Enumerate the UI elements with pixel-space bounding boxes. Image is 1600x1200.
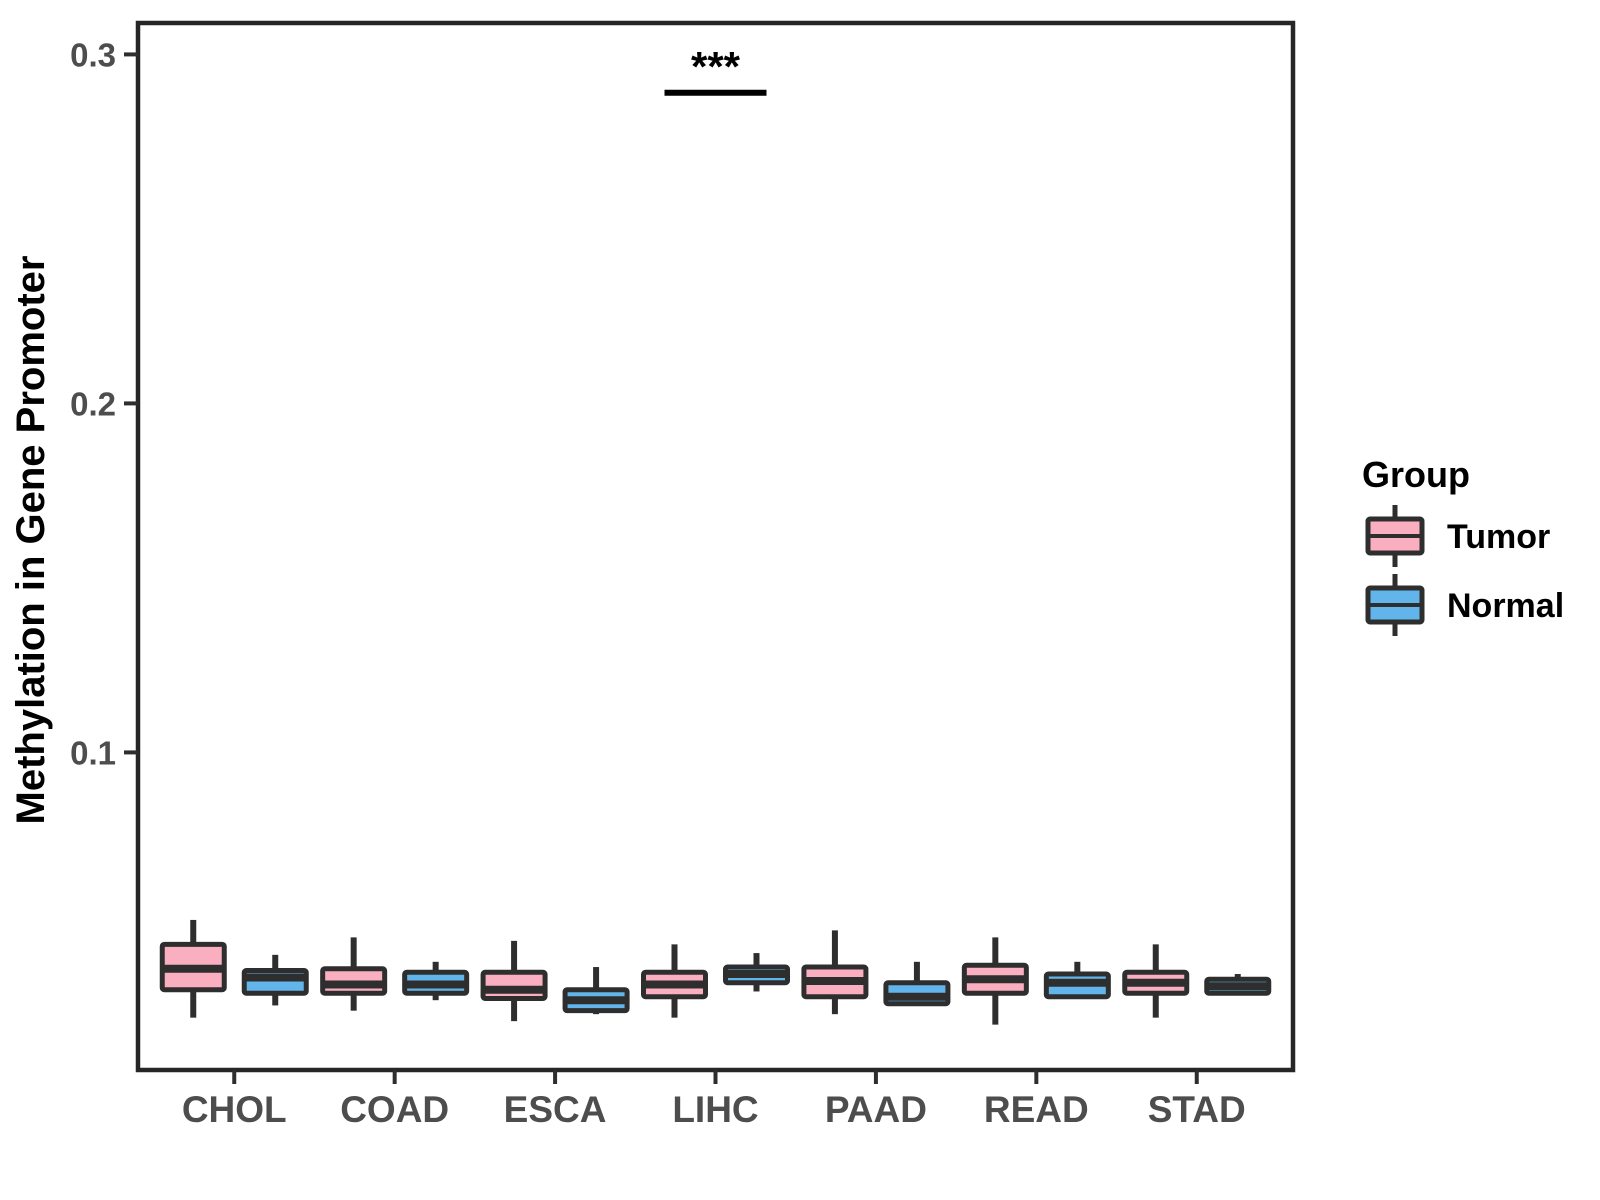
y-tick-label-0.2: 0.2 — [70, 385, 116, 422]
x-category-label-CHOL: CHOL — [182, 1089, 287, 1130]
legend-key-normal — [1365, 574, 1425, 636]
x-category-label-ESCA: ESCA — [504, 1089, 607, 1130]
plot-panel-border — [135, 20, 1296, 1073]
legend-key-tumor — [1365, 505, 1425, 567]
legend: Group Tumor Normal — [1362, 454, 1564, 636]
x-category-label-STAD: STAD — [1148, 1089, 1246, 1130]
legend-title: Group — [1362, 454, 1470, 495]
significance-stars: *** — [691, 43, 741, 90]
x-category-label-LIHC: LIHC — [672, 1089, 758, 1130]
boxplot-tumor-esca-box — [480, 969, 548, 1001]
legend-label-normal: Normal — [1447, 587, 1564, 625]
y-tick-label-0.1: 0.1 — [70, 734, 116, 771]
plot-layer: 0.1 0.2 0.3 CHOL COAD ESCA LIHC PAAD READ STAD — [70, 20, 1296, 1130]
x-category-label-COAD: COAD — [340, 1089, 449, 1130]
x-category-label-READ: READ — [984, 1089, 1089, 1130]
legend-label-tumor: Tumor — [1447, 518, 1550, 556]
legend-keys — [1365, 505, 1425, 636]
y-axis-title: Methylation in Gene Promoter — [9, 256, 53, 825]
x-category-label-PAAD: PAAD — [825, 1089, 927, 1130]
y-tick-label-0.3: 0.3 — [70, 36, 116, 73]
